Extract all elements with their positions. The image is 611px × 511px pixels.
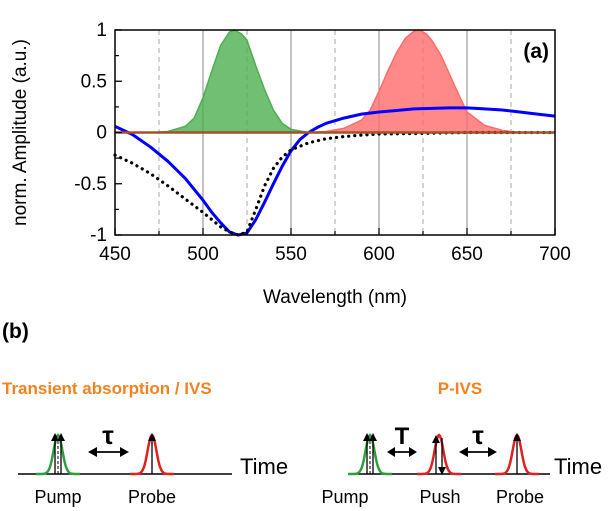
pump-arrow-head	[51, 433, 59, 441]
pump-arrow-head-2	[57, 433, 65, 441]
left-pulse-sequence: τ Time Pump Probe	[18, 420, 288, 507]
x-tick-label: 500	[187, 244, 219, 265]
x-tick-label: 650	[451, 244, 483, 265]
delay-T-right-head	[409, 447, 417, 457]
delay-tau-right-head	[488, 447, 497, 457]
series-area-1	[308, 29, 538, 134]
delay-tau-left-head	[459, 447, 468, 457]
y-tick-label: -1	[90, 225, 107, 246]
probe-arrow-head	[148, 433, 156, 441]
push-arrow-down-head	[438, 467, 446, 475]
left-scheme-title: Transient absorption / IVS	[2, 379, 212, 398]
x-axis-label: Wavelength (nm)	[263, 287, 407, 308]
y-tick-label: 0.5	[81, 71, 107, 92]
probe-arrow-head-right	[513, 433, 521, 441]
tau-symbol: τ	[102, 420, 114, 450]
T-symbol: T	[395, 423, 410, 450]
pump-arrow-head-right-2	[369, 433, 377, 441]
push-arrow-up-head	[432, 435, 440, 443]
panel-b-schematic: (b) Transient absorption / IVS P-IVS τ T…	[2, 320, 602, 507]
push-label: Push	[419, 487, 460, 507]
probe-label-right: Probe	[496, 487, 544, 507]
axis-ticks	[114, 29, 556, 236]
push-pulse	[417, 433, 461, 476]
right-scheme-title: P-IVS	[438, 379, 482, 398]
tick-labels: 450 500 550 600 650 700 1 0.5 0 -0.5 -1	[74, 20, 571, 265]
series-dotted-3	[113, 130, 557, 237]
panel-b-label: (b)	[2, 320, 29, 343]
chart-panel-a: 450 500 550 600 650 700 1 0.5 0 -0.5 -1 Wavelength…	[10, 20, 571, 308]
x-tick-label: 450	[99, 244, 131, 265]
time-label: Time	[240, 454, 288, 479]
x-tick-label: 700	[539, 244, 571, 265]
probe-label: Probe	[128, 487, 176, 507]
y-axis-label: norm. Amplitude (a.u.)	[10, 39, 31, 226]
chart-series	[113, 29, 557, 237]
right-pulse-sequence: T τ Time Pump Push Probe	[321, 420, 602, 507]
y-tick-label: -0.5	[74, 174, 107, 195]
x-tick-label: 600	[363, 244, 395, 265]
pump-label: Pump	[34, 487, 81, 507]
delay-arrow-left-head	[88, 447, 97, 457]
y-tick-label: 0	[96, 123, 107, 144]
delay-T-left-head	[387, 447, 395, 457]
panel-a-label: (a)	[523, 40, 549, 63]
x-tick-label: 550	[275, 244, 307, 265]
y-tick-label: 1	[96, 20, 107, 41]
series-area-0	[150, 29, 327, 134]
pump-pulse	[36, 433, 80, 476]
delay-arrow-right-head	[120, 447, 129, 457]
tau-symbol-right: τ	[472, 420, 484, 450]
pump-arrow-head-right	[363, 433, 371, 441]
pump-pulse-right	[348, 433, 392, 476]
time-label-right: Time	[554, 454, 602, 479]
pump-label-right: Pump	[321, 487, 368, 507]
